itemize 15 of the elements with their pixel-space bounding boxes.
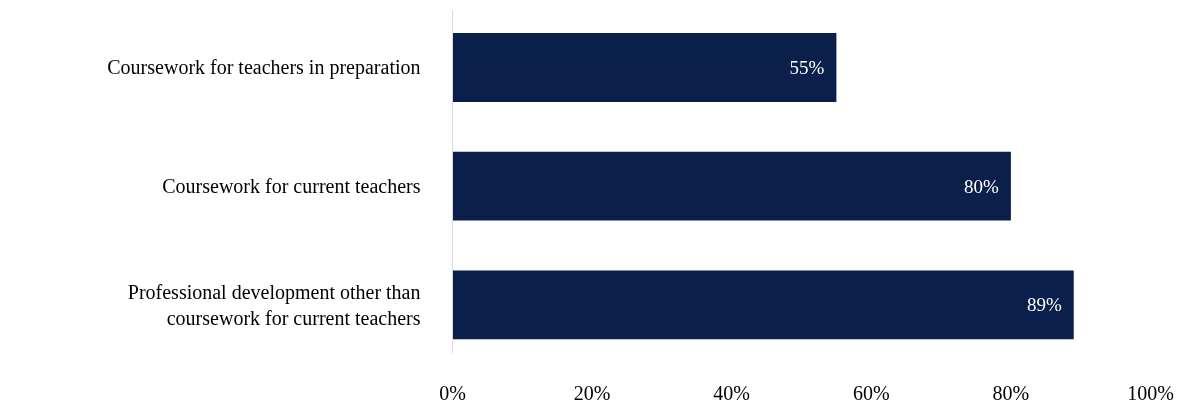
data-label: 80% [964, 175, 1000, 197]
x-tick-label: 100% [1127, 381, 1174, 404]
y-tick-label: Coursework for current teachers [162, 175, 421, 198]
data-label: 55% [789, 56, 825, 78]
x-tick-label: 80% [992, 381, 1030, 404]
data-label: 89% [1026, 294, 1062, 316]
x-tick-label: 60% [852, 381, 890, 404]
bar [452, 151, 1011, 221]
x-tick-label: 0% [439, 381, 466, 404]
y-tick-label: Professional development other than coursework for current teachers [127, 280, 421, 330]
bar [452, 33, 837, 102]
y-tick-label: Coursework for teachers in preparation [107, 56, 421, 80]
x-tick-label: 20% [573, 381, 611, 404]
x-tick-label: 40% [713, 381, 751, 404]
bar [452, 270, 1074, 340]
